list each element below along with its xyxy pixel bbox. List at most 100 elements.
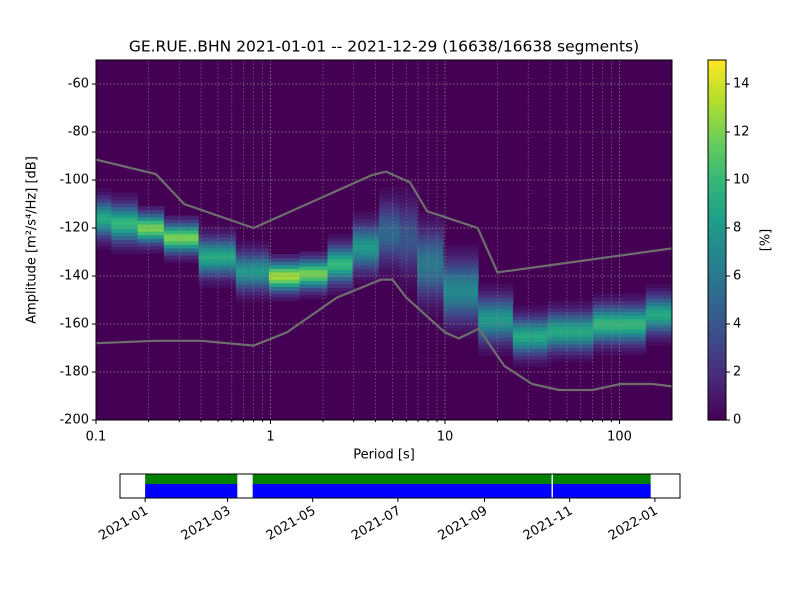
density-cell [96, 216, 112, 221]
density-cell [352, 218, 380, 223]
y-tick-label: -180 [59, 365, 89, 380]
density-cell [327, 237, 354, 242]
colorbar-cell [708, 364, 726, 369]
density-cell [443, 331, 479, 336]
density-cell [352, 243, 380, 249]
density-cell [327, 291, 354, 296]
density-cell [645, 323, 672, 328]
colorbar-cell [708, 180, 726, 185]
density-cell [399, 244, 418, 249]
density-cell [378, 266, 400, 271]
density-cell [378, 259, 400, 264]
density-cell [399, 194, 418, 199]
density-cell [512, 309, 549, 314]
colorbar-tick-label: 4 [733, 317, 741, 332]
density-cell [198, 229, 237, 234]
density-cell [399, 266, 418, 271]
density-cell [299, 255, 328, 260]
colorbar-cell [708, 356, 726, 361]
density-cell [593, 315, 647, 320]
colorbar-tick-label: 14 [733, 77, 750, 92]
density-cell [443, 269, 479, 274]
segment-top [552, 474, 651, 484]
density-cell [352, 279, 380, 285]
density-cell [512, 341, 549, 346]
density-cell [235, 265, 270, 270]
density-cell [327, 283, 354, 288]
density-cell [443, 280, 479, 285]
colorbar-cell [708, 264, 726, 269]
colorbar-cell [708, 296, 726, 301]
density-cell [378, 237, 400, 242]
colorbar-cell [708, 84, 726, 89]
colorbar-cell [708, 372, 726, 377]
density-cell [512, 316, 549, 321]
density-cell [378, 208, 400, 213]
density-cell [417, 260, 444, 265]
colorbar-cell [708, 396, 726, 401]
colorbar-cell [708, 184, 726, 189]
x-tick-label: 2021-09 [436, 504, 491, 544]
density-cell [198, 244, 237, 249]
density-cell [96, 191, 112, 196]
colorbar-cell [708, 256, 726, 261]
density-cell [299, 269, 328, 274]
density-cell [327, 280, 354, 285]
density-cell [645, 298, 672, 303]
density-cell [399, 258, 418, 263]
density-cell [352, 247, 380, 252]
density-cell [378, 212, 400, 217]
density-cell [399, 222, 418, 227]
density-cell [378, 273, 400, 278]
density-cell [96, 241, 112, 246]
density-cell [512, 345, 549, 350]
colorbar-cell [708, 360, 726, 365]
density-cell [443, 284, 479, 289]
density-cell [235, 273, 270, 278]
density-cell [443, 323, 479, 328]
density-cell [163, 244, 200, 249]
density-cell [96, 227, 112, 232]
density-cell [96, 245, 112, 250]
density-cell [645, 301, 672, 306]
density-cell [399, 208, 418, 213]
noise-model-line [96, 278, 672, 392]
density-cell [352, 272, 380, 277]
density-cell [163, 258, 200, 263]
y-tick-label: -60 [68, 77, 89, 92]
density-cell [593, 343, 647, 348]
density-cell [547, 329, 594, 334]
density-cell [268, 297, 301, 302]
density-cell [163, 237, 200, 242]
density-cell [327, 269, 354, 274]
density-cell [327, 265, 354, 270]
density-cell [378, 226, 400, 231]
density-cell [547, 354, 594, 359]
density-cell [399, 237, 418, 242]
density-cell [198, 240, 237, 245]
density-cell [399, 251, 418, 256]
density-cell [399, 190, 418, 195]
colorbar-cell [708, 240, 726, 245]
density-cell [443, 295, 479, 300]
colorbar-frame [707, 59, 727, 421]
density-cell [111, 210, 139, 215]
density-cell [137, 249, 165, 254]
density-cell [547, 358, 594, 363]
colorbar-cell [708, 412, 726, 417]
colorbar-cell [708, 276, 726, 281]
density-cell [198, 233, 237, 238]
density-cell [443, 316, 479, 321]
density-cell [327, 240, 354, 245]
density-cell [399, 219, 418, 224]
density-cell [137, 245, 165, 250]
density-cell [299, 276, 328, 281]
density-cell [399, 186, 418, 191]
colorbar-cell [708, 172, 726, 177]
density-cell [478, 326, 514, 331]
density-cell [512, 305, 549, 310]
density-cell [163, 248, 200, 253]
density-cell [417, 245, 444, 250]
density-cell [593, 340, 647, 345]
density-cell [399, 201, 418, 206]
